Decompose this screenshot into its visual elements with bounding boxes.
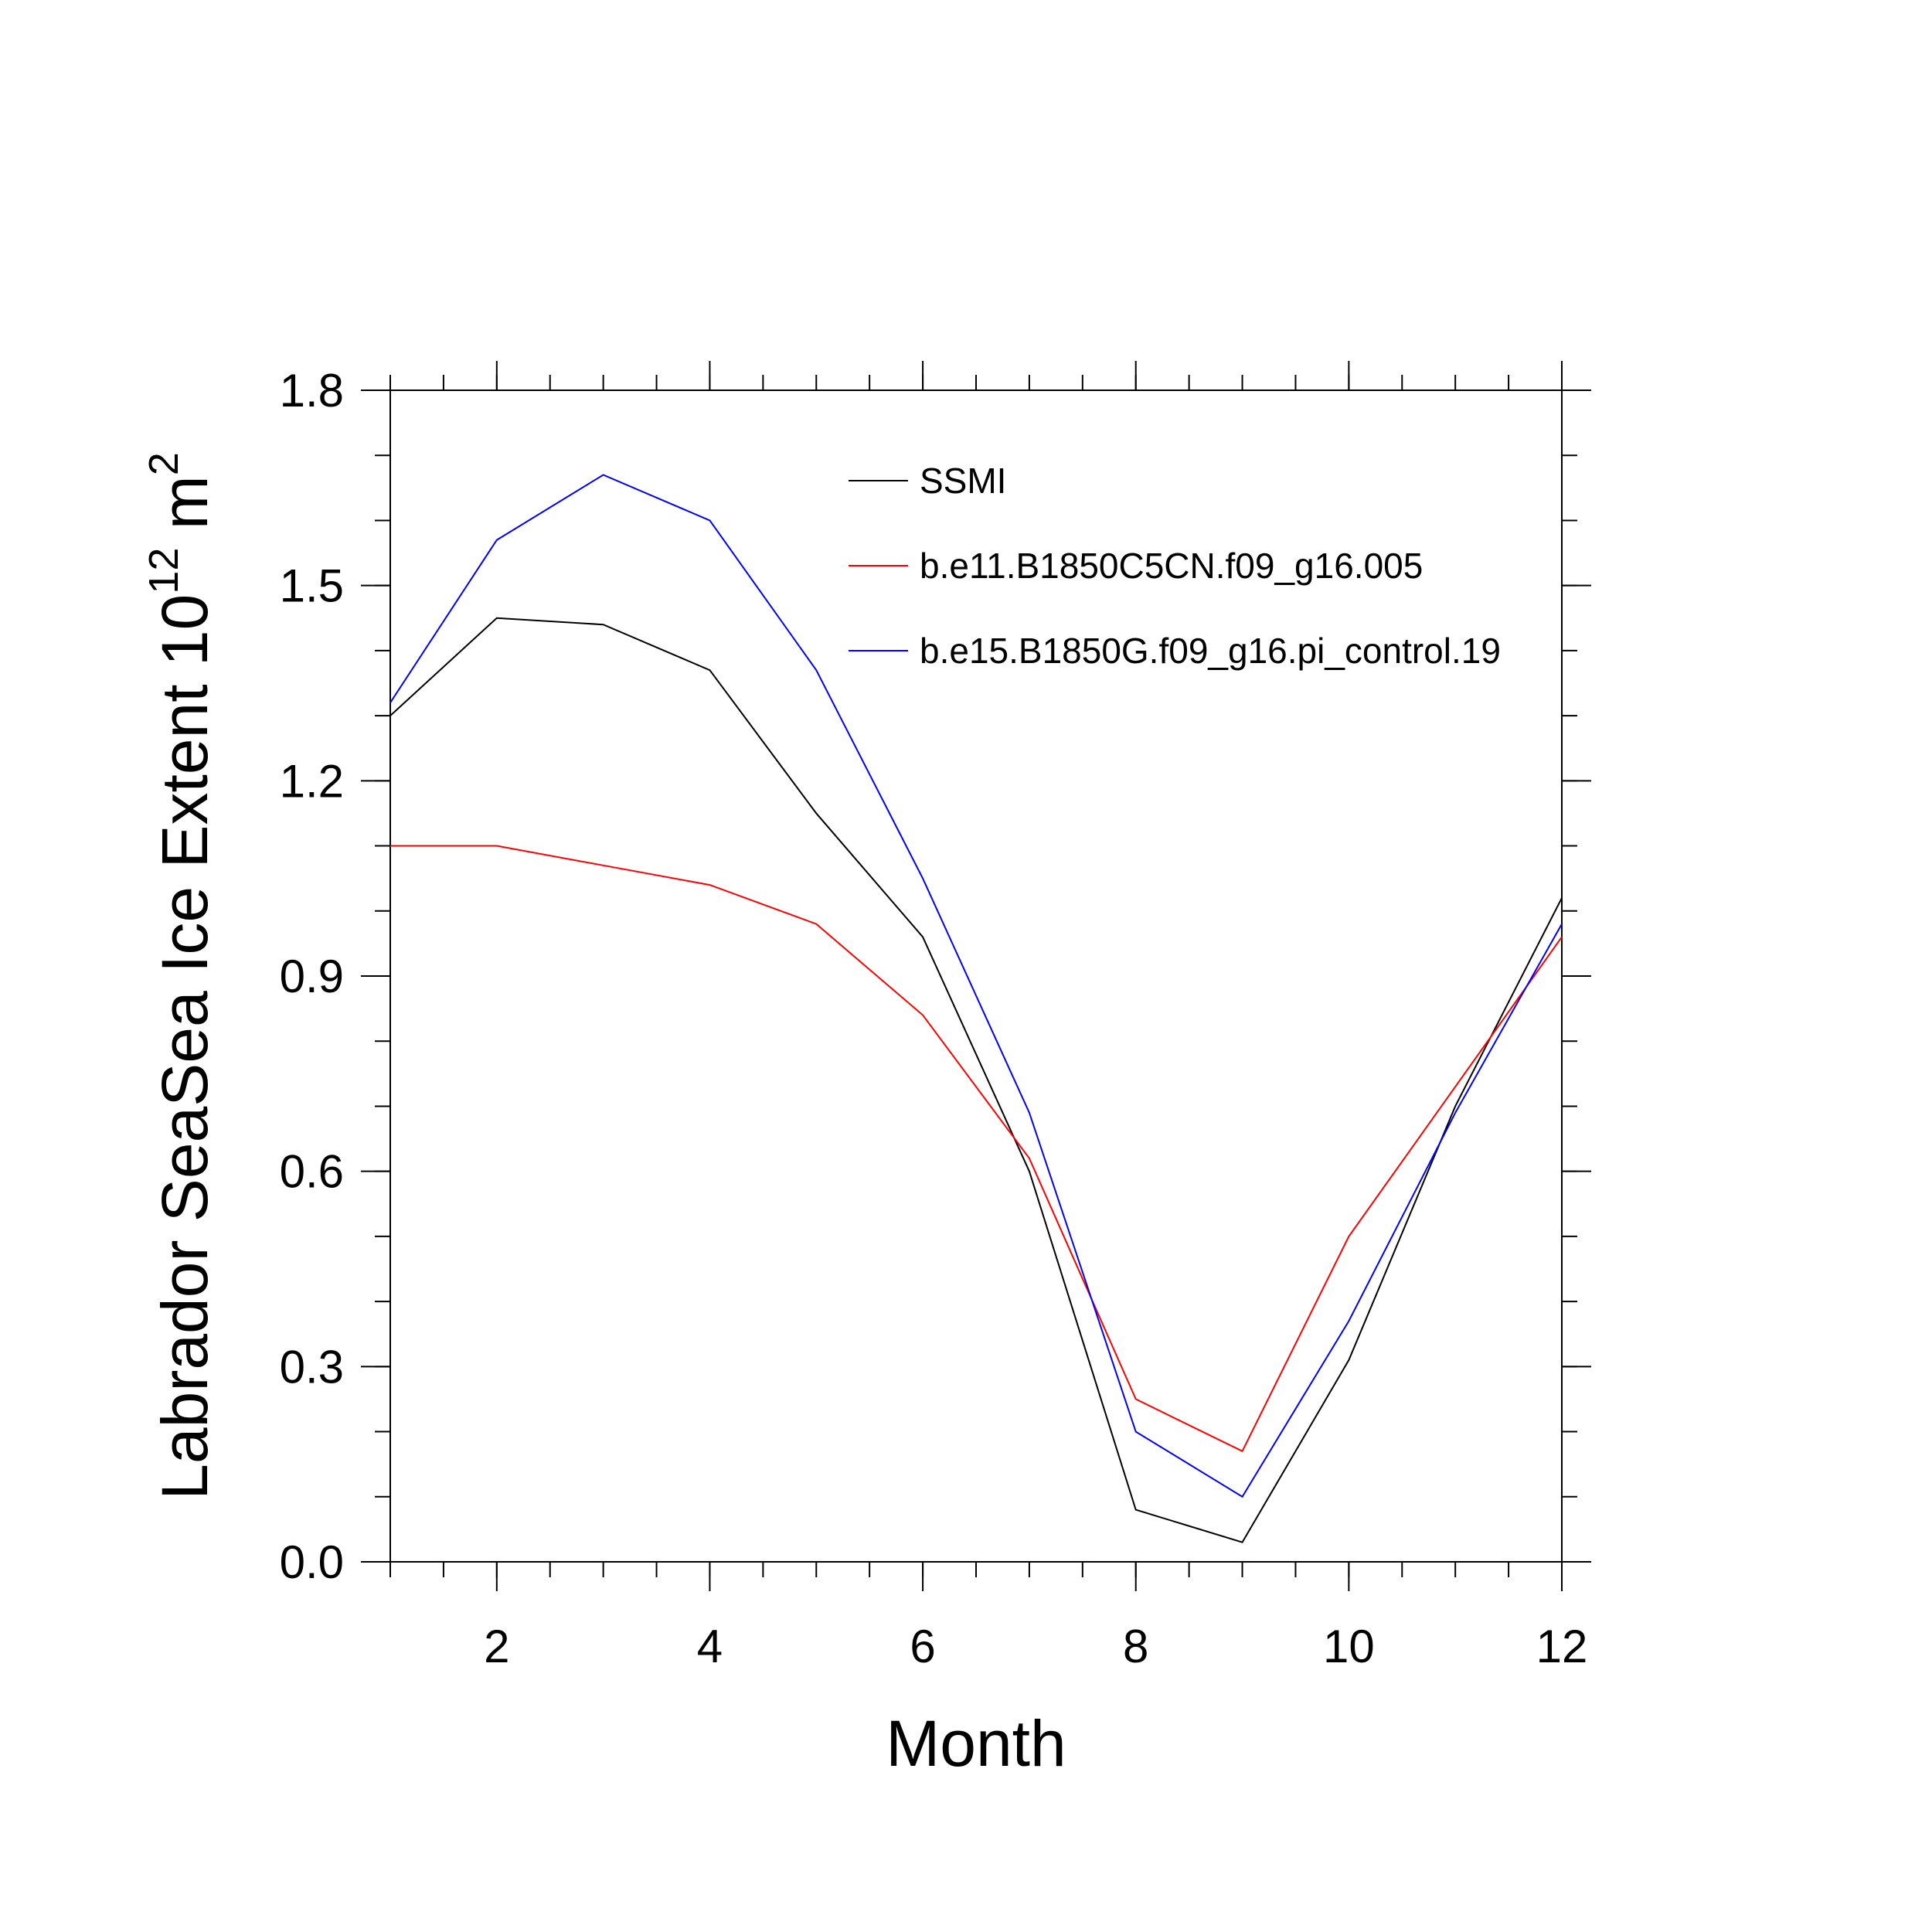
y-tick-labels: 0.0 0.3 0.6 0.9 1.2 1.5 1.8 (280, 365, 344, 1588)
y-axis-title-main: Labrador SeaSea Ice Extent 10 (148, 594, 221, 1500)
x-tick-label: 2 (484, 1621, 509, 1672)
series-line-1 (389, 617, 1563, 1543)
axis-ticks (361, 361, 1591, 1591)
x-tick-label: 8 (1123, 1621, 1148, 1672)
legend-label-3: b.e15.B1850G.f09_g16.pi_control.19 (920, 631, 1501, 671)
y-tick-label: 1.2 (280, 755, 344, 807)
y-axis-title-exponent: 12 (141, 548, 187, 594)
x-tick-label: 12 (1536, 1621, 1588, 1672)
y-tick-label: 1.5 (280, 560, 344, 612)
y-tick-label: 0.6 (280, 1146, 344, 1198)
y-axis-title: Labrador SeaSea Ice Extent 1012 m2 (141, 452, 221, 1500)
x-tick-label: 6 (910, 1621, 935, 1672)
legend: SSMI b.e11.B1850C5CN.f09_g16.005 b.e15.B18… (849, 461, 1501, 671)
y-tick-label: 0.9 (280, 951, 344, 1002)
y-axis-title-unit-exponent: 2 (141, 452, 187, 475)
x-tick-labels: 2 4 6 8 10 12 (484, 1621, 1587, 1672)
series-line-3 (389, 474, 1563, 1498)
legend-label-1: SSMI (920, 461, 1006, 501)
x-tick-label: 4 (697, 1621, 723, 1672)
plot-frame (389, 389, 1563, 1563)
series-layer (389, 474, 1563, 1543)
y-tick-label: 0.0 (280, 1536, 344, 1588)
y-tick-label: 0.3 (280, 1341, 344, 1393)
y-tick-label: 1.8 (280, 365, 344, 417)
x-tick-label: 10 (1323, 1621, 1375, 1672)
legend-label-2: b.e11.B1850C5CN.f09_g16.005 (920, 546, 1423, 586)
series-line-2 (390, 845, 1563, 1453)
x-axis-title: Month (886, 1707, 1066, 1780)
y-axis-title-unit: m (148, 475, 221, 547)
